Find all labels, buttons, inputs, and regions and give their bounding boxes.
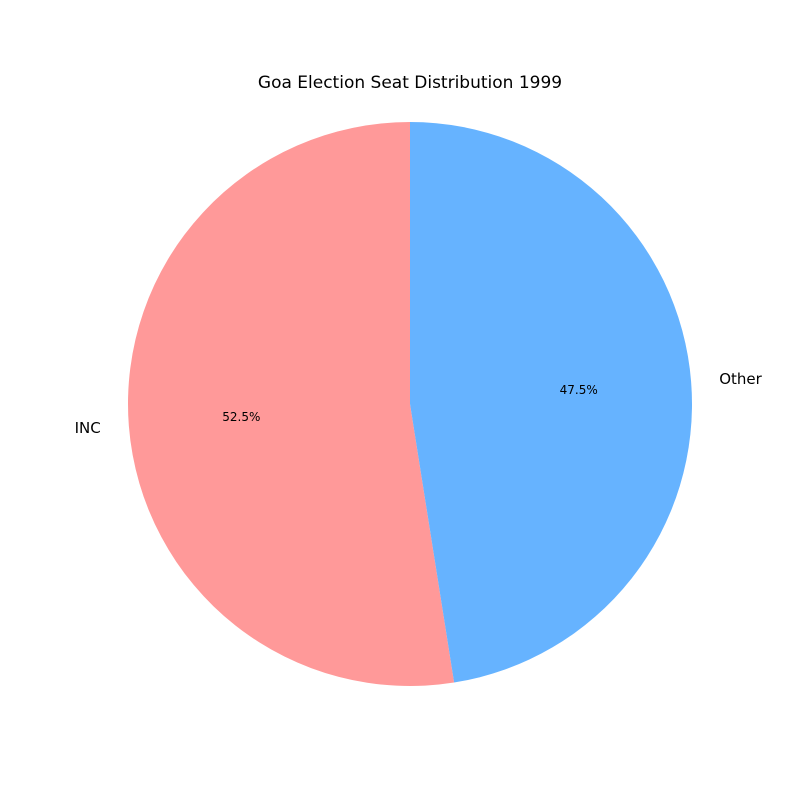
chart-title: Goa Election Seat Distribution 1999	[258, 73, 562, 93]
pie-slice-other	[410, 122, 692, 683]
pct-label-inc: 52.5%	[222, 410, 260, 424]
pie-labels: INC 52.5% Other 47.5%	[75, 370, 763, 437]
slice-label-inc: INC	[75, 419, 101, 437]
pct-label-other: 47.5%	[560, 383, 598, 397]
pie-slices	[127, 122, 692, 686]
pie-slice-inc	[127, 122, 455, 686]
slice-label-other: Other	[719, 370, 762, 388]
